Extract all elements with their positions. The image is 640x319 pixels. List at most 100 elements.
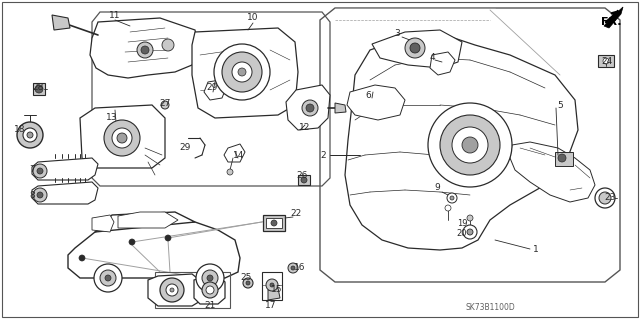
Circle shape [33, 164, 47, 178]
Text: 17: 17 [265, 300, 276, 309]
Text: 8: 8 [29, 191, 35, 201]
Circle shape [232, 62, 252, 82]
Polygon shape [345, 35, 578, 250]
Circle shape [243, 278, 253, 288]
Circle shape [105, 275, 111, 281]
Circle shape [288, 263, 298, 273]
Text: 2: 2 [320, 151, 326, 160]
Polygon shape [92, 215, 114, 232]
Circle shape [603, 58, 609, 64]
Circle shape [447, 193, 457, 203]
Text: 9: 9 [434, 183, 440, 192]
Text: 4: 4 [429, 53, 435, 62]
Circle shape [302, 100, 318, 116]
Circle shape [558, 154, 566, 162]
Circle shape [100, 270, 116, 286]
Bar [598, 55, 614, 67]
Circle shape [23, 128, 37, 142]
Text: 16: 16 [294, 263, 306, 272]
Circle shape [162, 39, 174, 51]
Circle shape [301, 177, 307, 183]
Circle shape [35, 85, 43, 93]
Polygon shape [52, 15, 70, 30]
Circle shape [17, 122, 43, 148]
Circle shape [141, 46, 149, 54]
Text: 19: 19 [457, 219, 467, 228]
Circle shape [112, 128, 132, 148]
Polygon shape [95, 212, 195, 232]
Circle shape [202, 270, 218, 286]
Polygon shape [80, 105, 165, 168]
Polygon shape [32, 182, 98, 204]
Circle shape [440, 115, 500, 175]
Polygon shape [347, 85, 405, 120]
Text: 29: 29 [206, 84, 218, 93]
Text: 1: 1 [533, 244, 539, 254]
Circle shape [37, 168, 43, 174]
Circle shape [599, 192, 611, 204]
Circle shape [246, 281, 250, 285]
Text: FR.: FR. [601, 17, 621, 27]
Text: 24: 24 [602, 57, 612, 66]
Text: 14: 14 [234, 151, 244, 160]
Polygon shape [372, 30, 462, 68]
Circle shape [104, 120, 140, 156]
Circle shape [462, 137, 478, 153]
Text: 29: 29 [179, 144, 191, 152]
Circle shape [137, 42, 153, 58]
Polygon shape [192, 28, 298, 118]
Polygon shape [204, 80, 226, 100]
Bar [33, 83, 45, 95]
Circle shape [266, 279, 278, 291]
Text: 25: 25 [240, 273, 252, 283]
Text: 20: 20 [457, 228, 467, 238]
Circle shape [467, 215, 473, 221]
Circle shape [463, 225, 477, 239]
Polygon shape [335, 103, 346, 113]
Polygon shape [604, 7, 623, 28]
Circle shape [410, 43, 420, 53]
Text: 5: 5 [557, 100, 563, 109]
Circle shape [117, 133, 127, 143]
Polygon shape [90, 18, 200, 78]
Bar [298, 175, 310, 185]
Polygon shape [68, 220, 240, 278]
Circle shape [79, 255, 85, 261]
Polygon shape [430, 52, 455, 75]
Circle shape [270, 283, 274, 287]
Circle shape [207, 275, 213, 281]
Circle shape [227, 169, 233, 175]
Text: 7: 7 [29, 165, 35, 174]
Text: 27: 27 [159, 99, 171, 108]
Circle shape [166, 284, 178, 296]
Text: 26: 26 [296, 172, 308, 181]
Circle shape [222, 52, 262, 92]
Text: 23: 23 [604, 194, 616, 203]
Circle shape [445, 205, 451, 211]
Text: 21: 21 [204, 300, 216, 309]
Circle shape [33, 188, 47, 202]
Polygon shape [194, 276, 225, 304]
Circle shape [238, 68, 246, 76]
Circle shape [291, 266, 295, 270]
Text: 10: 10 [247, 13, 259, 23]
Circle shape [94, 264, 122, 292]
Circle shape [202, 282, 218, 298]
Circle shape [428, 103, 512, 187]
Circle shape [37, 192, 43, 198]
Bar [266, 218, 282, 228]
Bar [555, 152, 573, 166]
Circle shape [206, 286, 214, 294]
Polygon shape [148, 274, 202, 306]
Bar [263, 215, 285, 231]
Text: 22: 22 [291, 210, 301, 219]
Circle shape [196, 264, 224, 292]
Circle shape [405, 38, 425, 58]
Text: SK73B1100D: SK73B1100D [465, 303, 515, 313]
Polygon shape [510, 142, 595, 202]
Circle shape [450, 196, 454, 200]
Polygon shape [118, 212, 178, 228]
Text: 12: 12 [300, 123, 310, 132]
Polygon shape [224, 144, 245, 162]
Polygon shape [32, 158, 98, 180]
